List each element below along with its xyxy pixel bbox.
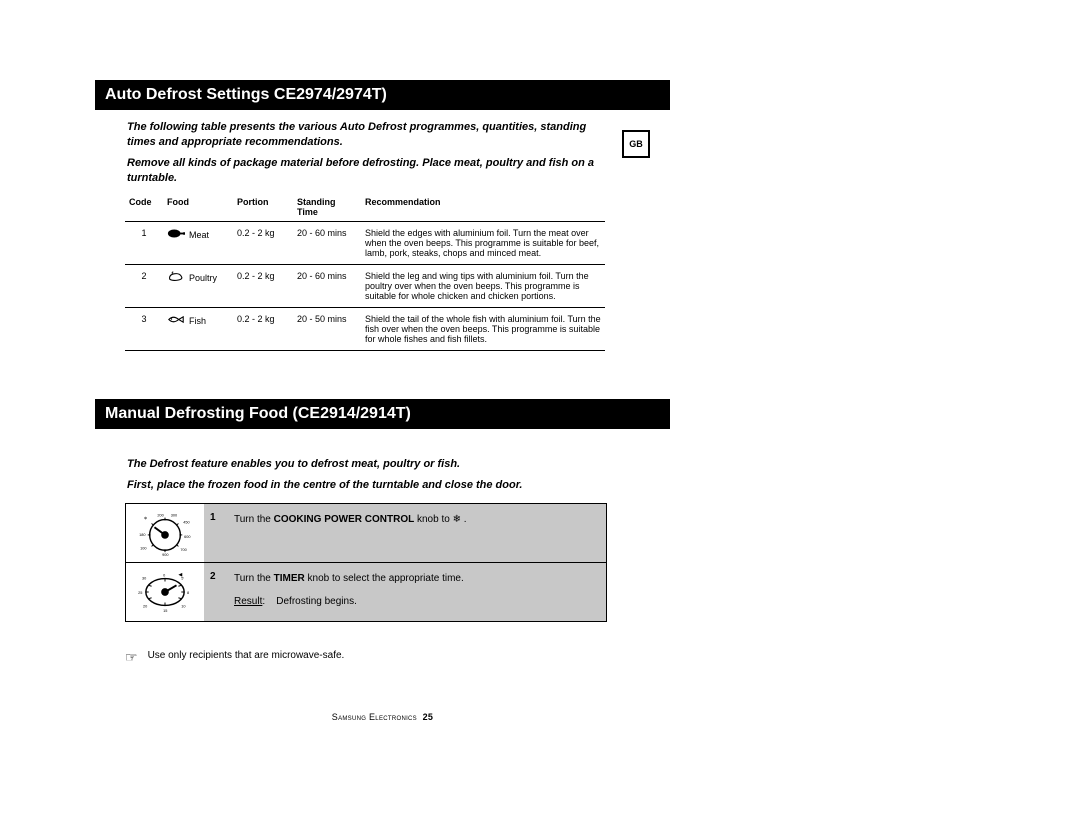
cell-portion: 0.2 - 2 kg	[233, 308, 293, 351]
svg-text:900: 900	[162, 553, 168, 556]
safety-note: ☞ Use only recipients that are microwave…	[125, 650, 670, 664]
table-row: 3 Fish 0.2 - 2 kg 20 - 50 mins Shield th…	[125, 308, 605, 351]
table-row: 2 Poultry 0.2 - 2 kg 20 - 60 mins Shield…	[125, 265, 605, 308]
col-recommendation: Recommendation	[361, 191, 605, 222]
meat-icon	[167, 228, 185, 241]
col-portion: Portion	[233, 191, 293, 222]
step-text: Turn the TIMER knob to select the approp…	[230, 563, 606, 621]
step-text: Turn the COOKING POWER CONTROL knob to ❄…	[230, 504, 606, 562]
intro-text-3: The Defrost feature enables you to defro…	[127, 457, 605, 472]
cell-code: 3	[125, 308, 163, 351]
cell-rec: Shield the edges with aluminium foil. Tu…	[361, 222, 605, 265]
step-row: 0 5' 8 10 15 20 25 30 2 Turn the TIMER k…	[126, 562, 606, 621]
cell-rec: Shield the leg and wing tips with alumin…	[361, 265, 605, 308]
page-footer: Samsung Electronics 25	[95, 712, 670, 722]
region-badge: GB	[622, 130, 650, 158]
svg-text:15: 15	[163, 609, 167, 613]
steps-table: ❄ 200 300 450 600 700 900 100 180 1 Turn…	[125, 503, 607, 622]
cell-code: 2	[125, 265, 163, 308]
pointing-hand-icon: ☞	[125, 650, 138, 664]
svg-text:❄: ❄	[144, 517, 147, 521]
cell-time: 20 - 50 mins	[293, 308, 361, 351]
svg-text:5': 5'	[181, 577, 184, 581]
section-heading-auto-defrost: Auto Defrost Settings CE2974/2974T)	[95, 80, 670, 110]
defrost-table: Code Food Portion StandingTime Recommend…	[125, 191, 605, 351]
step-number: 1	[204, 504, 230, 562]
intro-text-1: The following table presents the various…	[127, 120, 605, 150]
col-code: Code	[125, 191, 163, 222]
svg-text:25: 25	[138, 591, 142, 595]
svg-text:0: 0	[163, 574, 165, 578]
svg-text:700: 700	[180, 548, 186, 552]
cell-portion: 0.2 - 2 kg	[233, 265, 293, 308]
cell-time: 20 - 60 mins	[293, 222, 361, 265]
col-food: Food	[163, 191, 233, 222]
cell-food: Poultry	[163, 265, 233, 308]
svg-text:450: 450	[183, 520, 189, 524]
svg-text:100: 100	[140, 546, 146, 550]
svg-text:600: 600	[184, 535, 190, 539]
svg-text:200: 200	[157, 514, 163, 518]
section-heading-manual-defrost: Manual Defrosting Food (CE2914/2914T)	[95, 399, 670, 429]
step-row: ❄ 200 300 450 600 700 900 100 180 1 Turn…	[126, 504, 606, 562]
cell-portion: 0.2 - 2 kg	[233, 222, 293, 265]
power-dial-icon: ❄ 200 300 450 600 700 900 100 180	[126, 504, 204, 562]
svg-text:20: 20	[143, 604, 147, 608]
intro-text-4: First, place the frozen food in the cent…	[127, 478, 605, 493]
col-standing: StandingTime	[293, 191, 361, 222]
svg-text:30: 30	[142, 577, 146, 581]
cell-code: 1	[125, 222, 163, 265]
cell-food: Fish	[163, 308, 233, 351]
intro-text-2: Remove all kinds of package material bef…	[127, 156, 605, 186]
step-number: 2	[204, 563, 230, 621]
svg-text:300: 300	[171, 514, 177, 518]
timer-dial-icon: 0 5' 8 10 15 20 25 30	[126, 563, 204, 621]
table-row: 1 Meat 0.2 - 2 kg 20 - 60 mins Shield th…	[125, 222, 605, 265]
cell-time: 20 - 60 mins	[293, 265, 361, 308]
cell-food: Meat	[163, 222, 233, 265]
defrost-symbol-icon: ❄	[453, 514, 461, 525]
fish-icon	[167, 314, 185, 327]
svg-text:10: 10	[181, 604, 185, 608]
poultry-icon	[167, 271, 185, 284]
svg-text:180: 180	[139, 533, 145, 537]
table-header-row: Code Food Portion StandingTime Recommend…	[125, 191, 605, 222]
svg-text:8: 8	[187, 591, 189, 595]
cell-rec: Shield the tail of the whole fish with a…	[361, 308, 605, 351]
